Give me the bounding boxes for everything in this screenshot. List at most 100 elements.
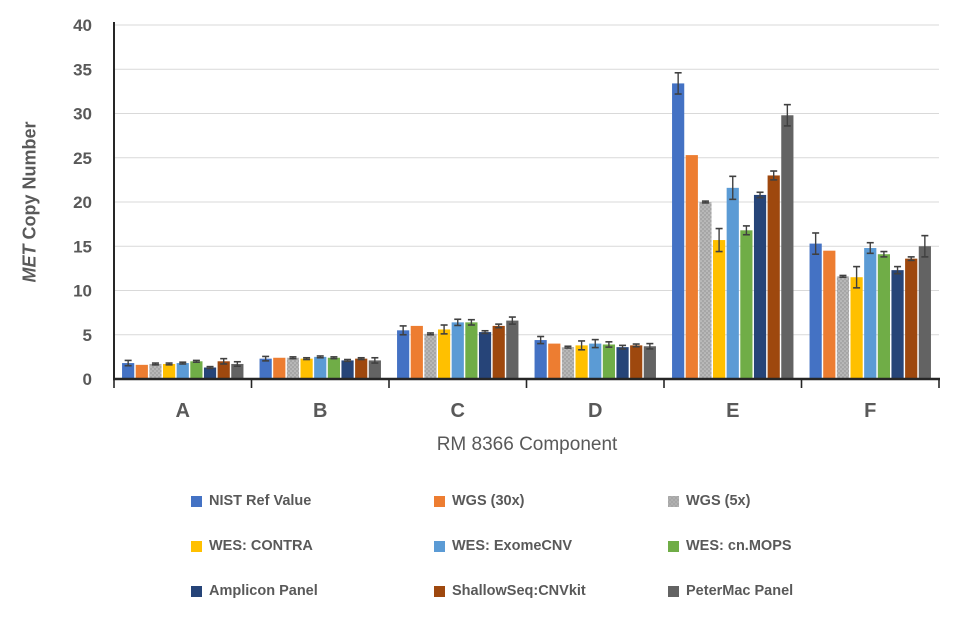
error-bar-shallowseq-cnvkit-D bbox=[632, 343, 640, 348]
bar-wes-contra-D bbox=[575, 345, 588, 379]
error-bar-wes-contra-B bbox=[303, 356, 311, 361]
bar-wes-cn-mops-C bbox=[465, 322, 478, 379]
bar-shallowseq-cnvkit-E bbox=[767, 175, 780, 379]
bar-wgs-30x-E bbox=[685, 155, 698, 379]
bar-nist-ref-value-C bbox=[397, 330, 410, 379]
legend-label-wgs-5x: WGS (5x) bbox=[686, 493, 751, 509]
bar-shallowseq-cnvkit-B bbox=[355, 358, 368, 379]
error-bar-nist-ref-value-B bbox=[262, 355, 270, 362]
error-bar-wes-cn-mops-F bbox=[880, 250, 888, 258]
bar-petermac-panel-F bbox=[918, 246, 931, 379]
x-axis-title: RM 8366 Component bbox=[436, 434, 618, 455]
legend-swatch-wes-exomecnv bbox=[434, 540, 445, 552]
legend-swatch-shallowseq-cnvkit bbox=[434, 585, 445, 597]
error-bar-wes-cn-mops-B bbox=[330, 356, 338, 360]
legend-item-nist-ref-value: NIST Ref Value bbox=[191, 492, 434, 510]
bar-shallowseq-cnvkit-F bbox=[905, 258, 918, 379]
bar-wes-exomecnv-A bbox=[176, 363, 189, 379]
bar-amplicon-panel-A bbox=[203, 367, 217, 379]
error-bar-nist-ref-value-C bbox=[399, 325, 407, 336]
bar-petermac-panel-C bbox=[506, 320, 519, 379]
x-category-label-B: B bbox=[313, 400, 327, 422]
legend-swatch-wes-cn-mops bbox=[668, 540, 679, 552]
error-bar-wes-exomecnv-E bbox=[729, 175, 737, 201]
bar-wes-cn-mops-F bbox=[877, 254, 890, 379]
bar-wes-contra-B bbox=[300, 358, 313, 379]
legend-item-wes-exomecnv: WES: ExomeCNV bbox=[434, 537, 668, 555]
bar-wes-contra-A bbox=[163, 363, 176, 379]
error-bar-amplicon-panel-F bbox=[894, 265, 902, 275]
x-category-label-C: C bbox=[451, 400, 465, 422]
bar-wes-exomecnv-B bbox=[314, 356, 327, 379]
bar-wes-contra-E bbox=[713, 240, 726, 379]
error-bar-wgs-5x-D bbox=[564, 345, 572, 349]
error-bar-wgs-5x-F bbox=[839, 274, 847, 279]
bar-nist-ref-value-D bbox=[534, 340, 547, 379]
legend-label-wes-exomecnv: WES: ExomeCNV bbox=[452, 538, 573, 554]
bar-wgs-30x-F bbox=[823, 250, 836, 379]
bar-shallowseq-cnvkit-D bbox=[630, 345, 643, 379]
error-bar-petermac-panel-F bbox=[921, 234, 929, 258]
error-bar-wes-cn-mops-A bbox=[192, 359, 200, 363]
bar-amplicon-panel-E bbox=[753, 194, 767, 379]
error-bar-amplicon-panel-E bbox=[756, 191, 764, 199]
bar-petermac-panel-A bbox=[231, 363, 244, 379]
y-tick-label-35: 35 bbox=[73, 60, 92, 79]
bar-wes-cn-mops-A bbox=[190, 361, 203, 379]
bar-petermac-panel-B bbox=[368, 360, 381, 379]
legend-swatch-petermac-panel bbox=[668, 585, 679, 597]
error-bar-petermac-panel-D bbox=[646, 342, 654, 350]
y-tick-label-10: 10 bbox=[73, 282, 92, 301]
legend-swatch-wes-contra bbox=[191, 540, 202, 552]
error-bar-nist-ref-value-A bbox=[124, 359, 132, 367]
error-bar-wgs-5x-B bbox=[289, 356, 297, 360]
x-category-label-A: A bbox=[176, 400, 190, 422]
bar-nist-ref-value-F bbox=[809, 243, 822, 379]
error-bar-wes-contra-D bbox=[578, 340, 586, 351]
bar-wgs-5x-E bbox=[699, 202, 712, 379]
error-bar-wgs-5x-C bbox=[426, 332, 434, 336]
y-tick-label-20: 20 bbox=[73, 193, 92, 212]
error-bar-wes-cn-mops-C bbox=[467, 318, 475, 326]
error-bar-wes-exomecnv-F bbox=[866, 241, 874, 255]
bar-wes-exomecnv-E bbox=[726, 187, 739, 379]
bar-wgs-5x-A bbox=[149, 363, 162, 379]
legend-label-shallowseq-cnvkit: ShallowSeq:CNVkit bbox=[452, 583, 586, 599]
y-tick-label-25: 25 bbox=[73, 149, 92, 168]
error-bar-wgs-5x-A bbox=[151, 362, 159, 366]
legend-label-wes-cn-mops: WES: cn.MOPS bbox=[686, 538, 792, 554]
bar-wes-cn-mops-D bbox=[602, 344, 615, 379]
bar-shallowseq-cnvkit-A bbox=[217, 361, 230, 379]
error-bar-nist-ref-value-E bbox=[674, 71, 682, 95]
error-bar-amplicon-panel-D bbox=[619, 344, 627, 350]
error-bar-petermac-panel-E bbox=[783, 103, 791, 127]
legend-label-wgs-30x: WGS (30x) bbox=[452, 493, 525, 509]
error-bar-nist-ref-value-F bbox=[812, 232, 820, 256]
legend-item-wgs-30x: WGS (30x) bbox=[434, 492, 668, 510]
bar-wes-exomecnv-C bbox=[451, 322, 464, 379]
error-bar-amplicon-panel-C bbox=[481, 329, 489, 335]
plot-area: 0 5 10 15 20 25 30 35 40 A B C D E F bbox=[73, 16, 940, 422]
bar-wes-contra-C bbox=[438, 329, 451, 379]
error-bar-shallowseq-cnvkit-A bbox=[220, 357, 228, 365]
bar-wgs-30x-B bbox=[273, 357, 286, 379]
bar-wes-contra-F bbox=[850, 277, 863, 379]
bar-wes-cn-mops-B bbox=[327, 357, 340, 379]
legend-label-nist-ref-value: NIST Ref Value bbox=[209, 493, 312, 509]
error-bar-wes-exomecnv-C bbox=[454, 318, 462, 327]
error-bar-shallowseq-cnvkit-E bbox=[770, 170, 778, 181]
bar-amplicon-panel-D bbox=[616, 347, 629, 379]
error-bar-wes-contra-E bbox=[715, 227, 723, 253]
error-bar-amplicon-panel-A bbox=[206, 365, 214, 370]
y-tick-label-40: 40 bbox=[73, 16, 92, 35]
error-bar-wes-exomecnv-B bbox=[316, 355, 324, 359]
bar-amplicon-panel-F bbox=[891, 270, 904, 379]
error-bar-wes-cn-mops-E bbox=[742, 225, 750, 236]
legend-item-wgs-5x: WGS (5x) bbox=[668, 492, 908, 510]
x-category-label-F: F bbox=[864, 400, 876, 422]
legend-item-amplicon-panel: Amplicon Panel bbox=[191, 582, 434, 600]
bar-wgs-30x-D bbox=[548, 343, 561, 379]
legend-swatch-wgs-5x bbox=[668, 495, 679, 507]
error-bar-wes-exomecnv-A bbox=[179, 361, 187, 365]
